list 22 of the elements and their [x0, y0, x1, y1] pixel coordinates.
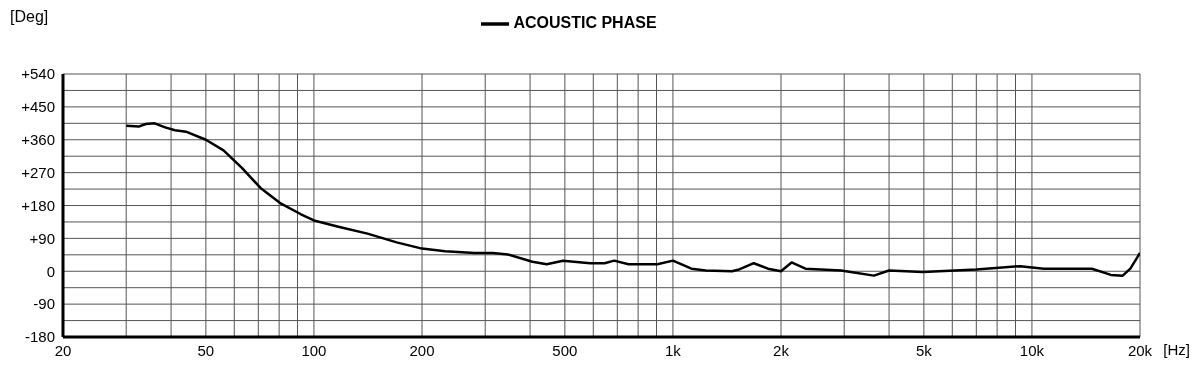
x-tick-label: 5k [915, 341, 933, 359]
x-tick-label: 20 [54, 341, 72, 359]
x-tick-label: 200 [409, 341, 435, 359]
y-tick-label: +360 [21, 131, 55, 149]
y-tick-label: +540 [21, 65, 55, 83]
y-tick-label: 0 [46, 262, 55, 280]
x-tick-label: 100 [301, 341, 327, 359]
x-axis-title: [Hz] [1163, 341, 1190, 358]
x-tick-label: 2k [773, 341, 790, 359]
y-tick-label: -90 [33, 295, 55, 313]
x-tick-label: 50 [197, 341, 215, 359]
x-tick-label: 10k [1019, 341, 1045, 359]
y-tick-label: -180 [24, 328, 55, 346]
y-tick-label: +90 [29, 229, 55, 247]
x-tick-label: 500 [552, 341, 578, 359]
y-tick-label: +180 [21, 196, 55, 214]
y-tick-label: +270 [21, 163, 55, 181]
y-axis-title: [Deg] [10, 8, 49, 26]
y-tick-label: +450 [21, 98, 55, 116]
legend-label: ACOUSTIC PHASE [513, 14, 657, 32]
x-tick-label: 1k [665, 341, 682, 359]
x-tick-label: 20k [1127, 341, 1153, 359]
